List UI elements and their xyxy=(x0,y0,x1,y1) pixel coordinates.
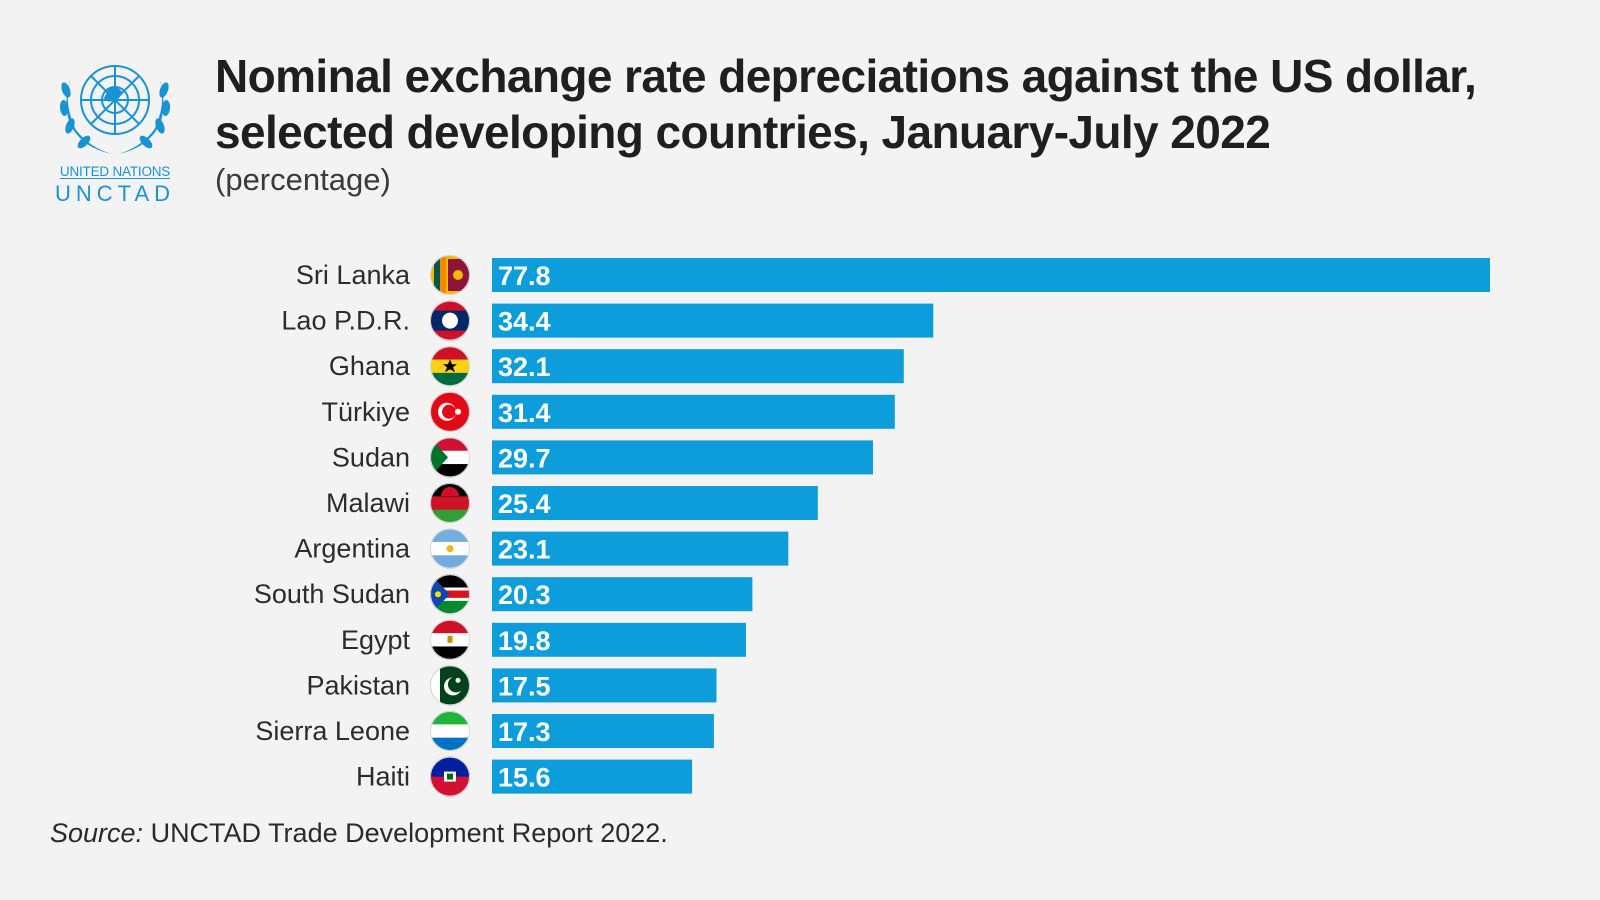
bar-row: Lao P.D.R. 34.4 xyxy=(281,300,934,341)
logo-unctad-text: UNCTAD xyxy=(54,181,176,206)
source-note: Source: UNCTAD Trade Development Report … xyxy=(50,818,668,849)
bar-row: Sri Lanka 77.8 xyxy=(296,255,1490,295)
category-label: Malawi xyxy=(326,488,410,518)
category-label: Argentina xyxy=(294,534,411,564)
category-label: Sudan xyxy=(332,442,410,472)
chart-title: Nominal exchange rate depreciations agai… xyxy=(215,48,1575,160)
category-label: Sri Lanka xyxy=(296,260,411,290)
value-label: 19.8 xyxy=(498,626,551,656)
flag-haiti-icon xyxy=(430,756,470,797)
category-label: Egypt xyxy=(341,625,411,655)
logo-org-text: UNITED NATIONS xyxy=(59,164,171,179)
bar-row: Argentina 23.1 xyxy=(294,528,789,569)
value-label: 77.8 xyxy=(498,261,551,291)
value-label: 17.3 xyxy=(498,717,551,747)
bar-row: South Sudan 20.3 xyxy=(254,574,753,615)
category-label: Ghana xyxy=(329,351,411,381)
flag-argentina-icon xyxy=(430,528,470,569)
value-label: 25.4 xyxy=(498,489,551,519)
value-label: 17.5 xyxy=(498,671,551,701)
flag-sierra-leone-icon xyxy=(430,711,470,751)
flag-turkiye-icon xyxy=(430,391,470,432)
chart-title-line-1: Nominal exchange rate depreciations agai… xyxy=(215,50,1477,102)
category-label: South Sudan xyxy=(254,579,410,609)
value-label: 31.4 xyxy=(498,398,551,428)
value-label: 15.6 xyxy=(498,763,551,793)
bar xyxy=(492,349,904,384)
value-label: 20.3 xyxy=(498,580,551,610)
bar xyxy=(492,303,934,338)
flag-ghana-icon xyxy=(430,346,470,387)
bar-row: Pakistan 17.5 xyxy=(306,665,717,706)
un-emblem-icon xyxy=(59,65,171,154)
value-label: 32.1 xyxy=(498,352,551,382)
unctad-logo: UNITED NATIONS UNCTAD xyxy=(50,50,180,210)
bar xyxy=(492,531,789,566)
bar-row: Ghana 32.1 xyxy=(329,346,904,387)
bar xyxy=(492,440,873,475)
bar-row: Haiti 15.6 xyxy=(356,756,693,797)
category-label: Türkiye xyxy=(321,397,410,427)
chart-subtitle: (percentage) xyxy=(215,162,391,197)
value-label: 23.1 xyxy=(498,535,551,565)
bar-row: Malawi 25.4 xyxy=(326,483,818,523)
source-text: UNCTAD Trade Development Report 2022. xyxy=(143,818,668,848)
category-label: Pakistan xyxy=(306,670,410,700)
flag-malawi-icon xyxy=(430,483,470,523)
flag-sri-lanka-icon xyxy=(430,255,470,295)
bar-chart: Sri Lanka 77.8 Lao P.D.R. 34.4 Ghana 32.1 Türk… xyxy=(254,255,1490,797)
flag-pakistan-icon xyxy=(430,665,470,706)
bar xyxy=(492,622,746,657)
flag-egypt-icon xyxy=(430,619,470,660)
bar xyxy=(492,759,693,794)
bar xyxy=(492,394,895,429)
chart-title-line-2: selected developing countries, January-J… xyxy=(215,106,1271,158)
bar xyxy=(492,577,753,612)
bar xyxy=(492,258,1490,292)
bar xyxy=(492,486,818,520)
bar xyxy=(492,668,717,703)
value-label: 29.7 xyxy=(498,443,551,473)
category-label: Sierra Leone xyxy=(255,716,410,746)
flag-south-sudan-icon xyxy=(430,574,470,615)
category-label: Haiti xyxy=(356,762,410,792)
category-label: Lao P.D.R. xyxy=(281,306,410,336)
bar-row: Türkiye 31.4 xyxy=(321,391,895,432)
value-label: 34.4 xyxy=(498,307,551,337)
bar-row: Sierra Leone 17.3 xyxy=(255,711,714,751)
flag-sudan-icon xyxy=(430,437,470,478)
bar xyxy=(492,714,714,748)
source-label: Source: xyxy=(50,818,144,848)
bar-row: Egypt 19.8 xyxy=(341,619,746,660)
bar-row: Sudan 29.7 xyxy=(332,437,873,478)
flag-laos-icon xyxy=(430,300,470,341)
